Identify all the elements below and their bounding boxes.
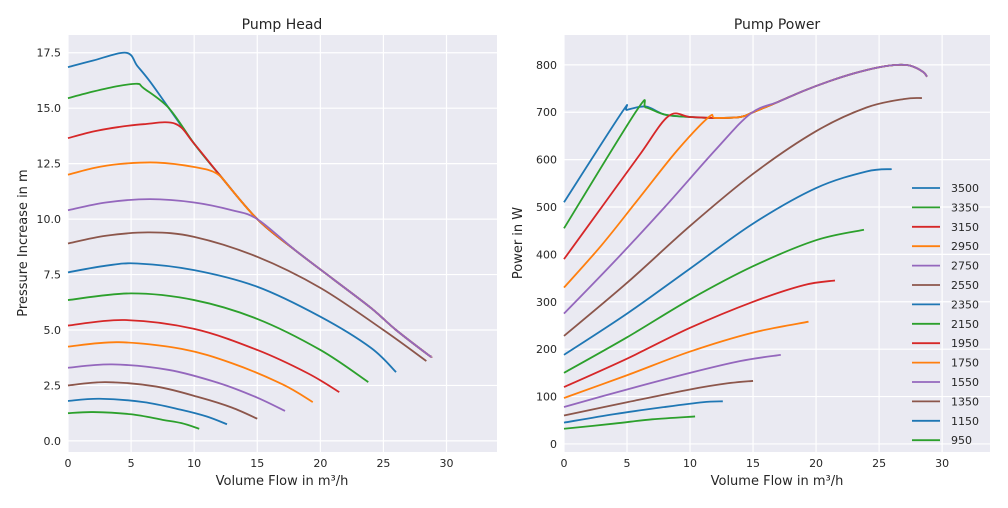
y-tick-label: 12.5 bbox=[37, 158, 62, 171]
series-line-2750 bbox=[563, 63, 928, 315]
legend-label: 1950 bbox=[951, 337, 979, 350]
x-tick-label: 5 bbox=[624, 457, 631, 470]
y-tick-label: 0 bbox=[550, 438, 557, 451]
pump-head-chart: Pump Head Volume Flow in m³/h Pressure I… bbox=[16, 17, 497, 489]
series-line-2350 bbox=[563, 168, 892, 356]
x-tick-label: 5 bbox=[128, 457, 135, 470]
y-tick-label: 200 bbox=[536, 343, 557, 356]
y-tick-label: 15.0 bbox=[37, 102, 62, 115]
x-tick-label: 10 bbox=[187, 457, 201, 470]
series-line-2550 bbox=[563, 97, 922, 337]
y-tick-label: 700 bbox=[536, 106, 557, 119]
series-line-2350 bbox=[67, 262, 397, 373]
y-tick-label: 17.5 bbox=[37, 47, 62, 60]
x-tick-label: 0 bbox=[561, 457, 568, 470]
series-line-950 bbox=[67, 411, 200, 430]
legend-label: 950 bbox=[951, 434, 972, 447]
pump-power-chart: Pump Power Volume Flow in m³/h Power in … bbox=[511, 17, 990, 489]
legend-label: 3500 bbox=[951, 182, 979, 195]
x-axis-label: Volume Flow in m³/h bbox=[216, 474, 349, 489]
series-line-1150 bbox=[67, 397, 228, 426]
legend-label: 2950 bbox=[951, 240, 979, 253]
legend-label: 1750 bbox=[951, 357, 979, 370]
y-tick-label: 7.5 bbox=[44, 269, 62, 282]
series-line-1350 bbox=[563, 380, 754, 417]
series-line-2550 bbox=[67, 231, 427, 362]
y-tick-label: 100 bbox=[536, 391, 557, 404]
x-tick-label: 20 bbox=[313, 457, 327, 470]
x-tick-label: 0 bbox=[65, 457, 72, 470]
legend-label: 2350 bbox=[951, 298, 979, 311]
x-axis-label: Volume Flow in m³/h bbox=[711, 474, 844, 489]
y-tick-label: 2.5 bbox=[44, 379, 62, 392]
x-tick-label: 10 bbox=[683, 457, 697, 470]
series-line-1950 bbox=[563, 279, 836, 388]
y-tick-label: 300 bbox=[536, 296, 557, 309]
y-tick-label: 5.0 bbox=[44, 324, 62, 337]
series-line-1750 bbox=[563, 320, 809, 399]
x-tick-label: 30 bbox=[440, 457, 454, 470]
series-line-2150 bbox=[67, 292, 369, 383]
series-line-1350 bbox=[67, 381, 258, 420]
legend-label: 2750 bbox=[951, 260, 979, 273]
legend-label: 2550 bbox=[951, 279, 979, 292]
legend-label: 1550 bbox=[951, 376, 979, 389]
y-tick-label: 400 bbox=[536, 248, 557, 261]
x-tick-label: 15 bbox=[746, 457, 760, 470]
y-tick-label: 500 bbox=[536, 201, 557, 214]
x-tick-label: 30 bbox=[935, 457, 949, 470]
legend-label: 3150 bbox=[951, 221, 979, 234]
chart-title: Pump Power bbox=[734, 17, 821, 33]
series-line-1950 bbox=[67, 319, 340, 393]
series-line-2750 bbox=[67, 198, 433, 358]
x-tick-label: 15 bbox=[250, 457, 264, 470]
y-tick-label: 800 bbox=[536, 59, 557, 72]
x-tick-label: 20 bbox=[809, 457, 823, 470]
legend-label: 1150 bbox=[951, 415, 979, 428]
series-line-1550 bbox=[67, 363, 286, 412]
plot-area bbox=[68, 35, 497, 452]
legend: 3500 3350 3150 2950 2750 2550 2350 2150 1950 1750… bbox=[912, 182, 979, 447]
y-tick-label: 10.0 bbox=[37, 213, 62, 226]
y-tick-label: 0.0 bbox=[44, 435, 62, 448]
y-axis-label: Pressure Increase in m bbox=[16, 169, 31, 316]
legend-label: 1350 bbox=[951, 395, 979, 408]
series-line-1750 bbox=[67, 341, 314, 403]
y-axis-label: Power in W bbox=[511, 207, 526, 279]
legend-label: 3350 bbox=[951, 201, 979, 214]
legend-label: 2150 bbox=[951, 318, 979, 331]
x-tick-label: 25 bbox=[376, 457, 390, 470]
series-line-950 bbox=[563, 415, 696, 430]
y-tick-label: 600 bbox=[536, 154, 557, 167]
series-line-1150 bbox=[563, 400, 723, 424]
series-line-2150 bbox=[563, 228, 865, 374]
x-tick-label: 25 bbox=[872, 457, 886, 470]
chart-title: Pump Head bbox=[242, 17, 323, 33]
series-line-1550 bbox=[563, 353, 781, 408]
